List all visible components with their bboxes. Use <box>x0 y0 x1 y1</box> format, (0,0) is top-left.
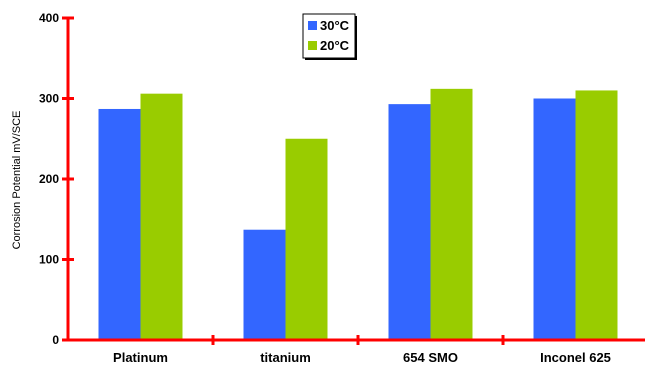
bar-platinum-series-1 <box>98 108 141 340</box>
legend-swatch <box>308 41 317 50</box>
y-axis-label: Corrosion Potential mV/SCE <box>11 111 23 250</box>
y-ticks-group: 0 100 200 300 400 <box>39 11 74 347</box>
x-labels-group: Platinum titanium 654 SMO Inconel 625 <box>113 350 611 365</box>
legend-label: 20°C <box>320 38 350 53</box>
bars-group <box>98 88 618 340</box>
bar-titanium-series-2 <box>285 138 328 340</box>
bar-titanium-series-1 <box>243 229 286 340</box>
x-category-label: Platinum <box>113 350 168 365</box>
bar-654-smo-series-1 <box>388 104 431 340</box>
bar-platinum-series-2 <box>140 93 183 340</box>
legend-swatch <box>308 21 317 30</box>
legend-label: 30°C <box>320 18 350 33</box>
y-tick-label: 400 <box>39 11 59 25</box>
bar-inconel-625-series-2 <box>575 90 618 340</box>
x-category-label: Inconel 625 <box>540 350 611 365</box>
x-category-label: titanium <box>260 350 311 365</box>
x-category-label: 654 SMO <box>403 350 458 365</box>
bar-inconel-625-series-1 <box>533 98 576 340</box>
legend: 30°C 20°C <box>302 13 357 60</box>
y-tick-label: 100 <box>39 253 59 267</box>
y-tick-label: 0 <box>52 333 59 347</box>
y-tick-label: 300 <box>39 92 59 106</box>
y-tick-label: 200 <box>39 172 59 186</box>
bar-654-smo-series-2 <box>430 88 473 340</box>
